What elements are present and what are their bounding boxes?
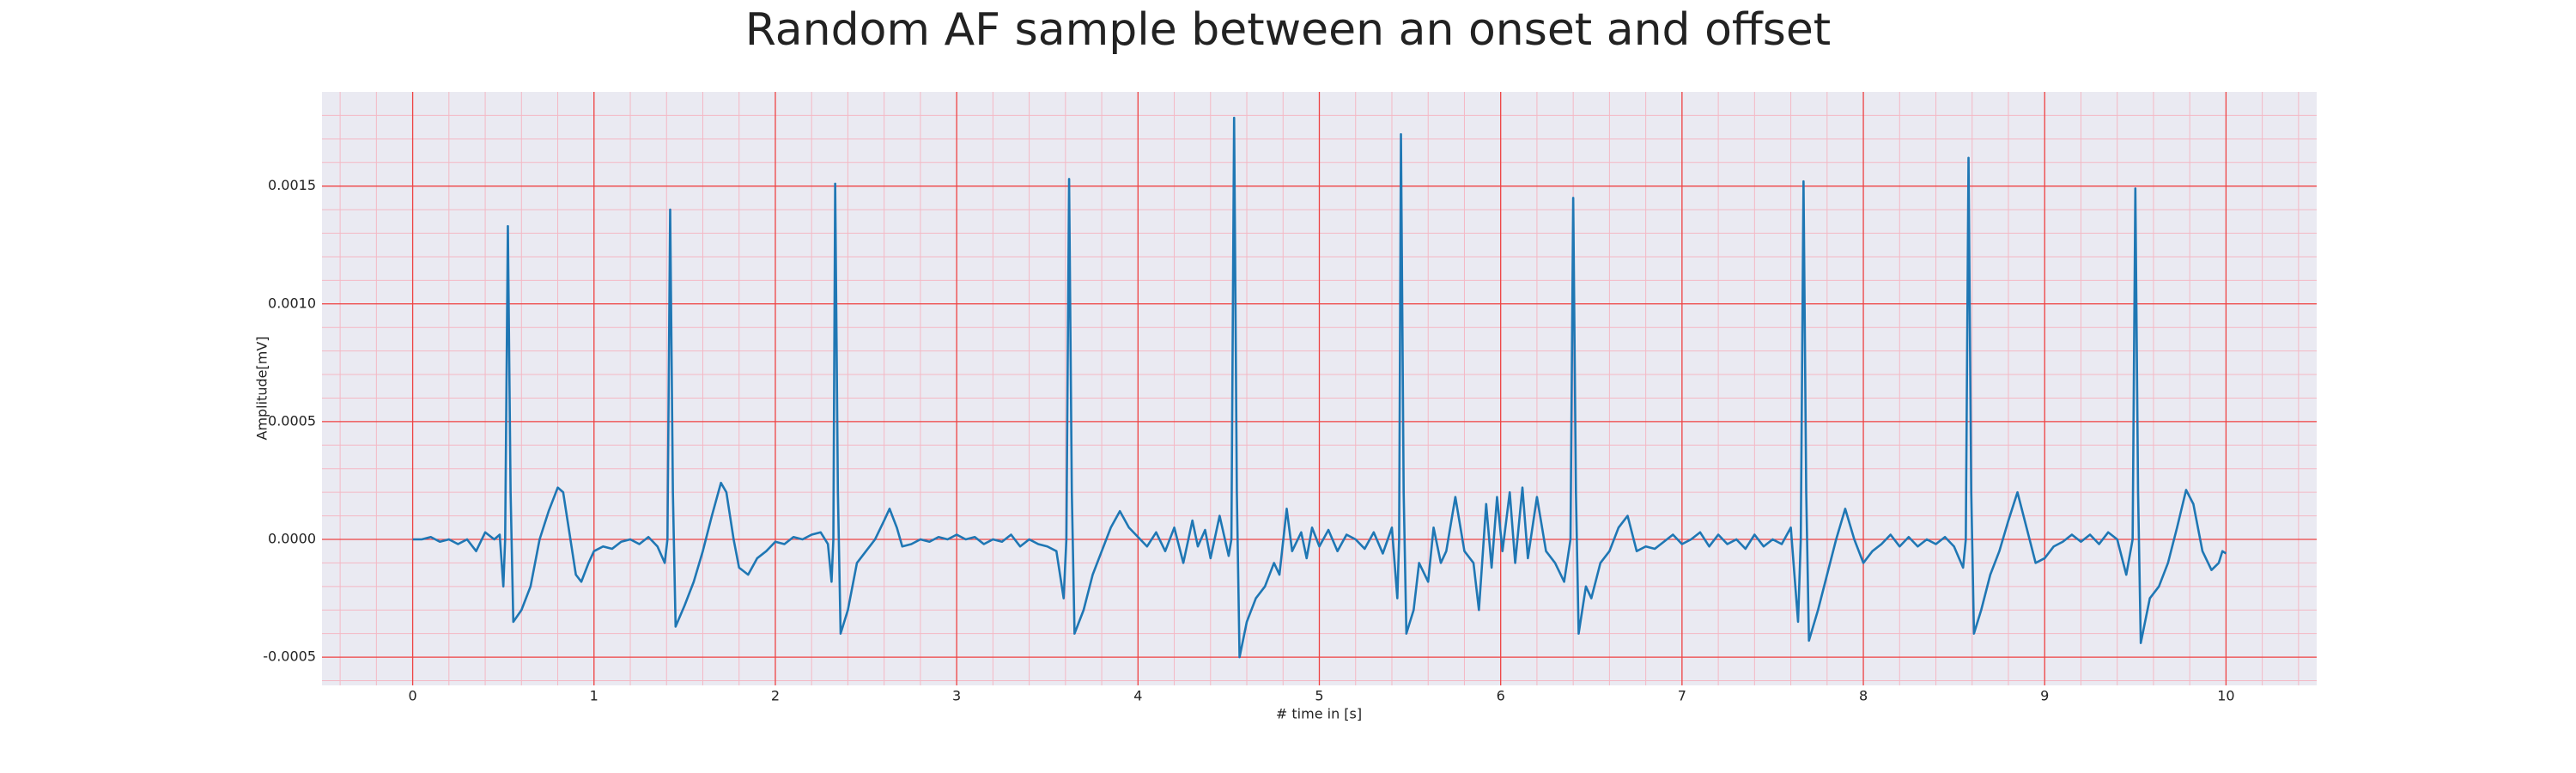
x-tick-label: 1 [590, 688, 598, 704]
x-tick-label: 9 [2040, 688, 2049, 704]
x-tick-label: 0 [408, 688, 416, 704]
y-axis-label: Amplitude[mV] [254, 336, 270, 440]
y-tick-label: 0.0010 [268, 295, 316, 311]
x-tick-label: 5 [1315, 688, 1323, 704]
chart-title: Random AF sample between an onset and of… [745, 4, 1831, 56]
x-tick-label: 8 [1859, 688, 1868, 704]
x-tick-label: 6 [1497, 688, 1505, 704]
y-tick-label: 0.0015 [268, 177, 316, 193]
x-tick-label: 2 [771, 688, 780, 704]
y-tick-label: 0.0005 [268, 412, 316, 429]
y-tick-label: 0.0000 [268, 530, 316, 546]
x-tick-label: 4 [1133, 688, 1142, 704]
x-tick-label: 10 [2217, 688, 2234, 704]
x-tick-label: 7 [1678, 688, 1686, 704]
y-tick-label: -0.0005 [263, 648, 316, 665]
signal-line [412, 116, 2227, 659]
x-tick-label: 3 [952, 688, 961, 704]
x-axis-label: # time in [s] [1276, 706, 1362, 722]
